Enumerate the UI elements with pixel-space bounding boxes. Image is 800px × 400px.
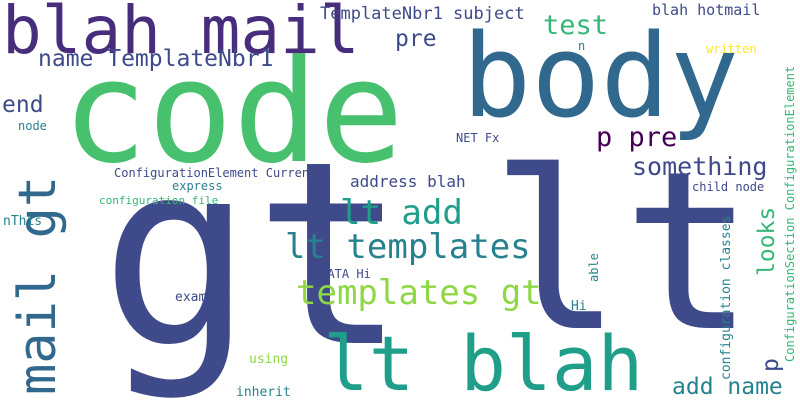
word-pre: pre (395, 26, 437, 52)
word-gt: gt (100, 107, 408, 400)
word-configurationsection-configurationelement: ConfigurationSection ConfigurationElemen… (783, 65, 797, 362)
word-net-fx: NET Fx (456, 131, 500, 145)
word-templates-gt: templates gt (296, 273, 542, 313)
word-hi: Hi (571, 299, 587, 314)
word-name-templatenbr1: name TemplateNbr1 (38, 46, 274, 72)
word-able: able (587, 253, 601, 282)
word-inherit: inherit (236, 385, 291, 400)
word-child-node: child node (692, 180, 765, 194)
word-mail-gt: mail gt (8, 175, 68, 395)
word-nthis: nThis (3, 214, 43, 229)
word-lt-blah: lt blah (323, 319, 644, 400)
word-using: using (249, 352, 289, 367)
word-cdata-hi: CDATA Hi (313, 267, 371, 281)
word-address-blah: address blah (350, 172, 466, 191)
word-example: example (175, 290, 230, 305)
word-lt-add: lt add (340, 193, 463, 233)
word-lt: lt (490, 124, 755, 380)
word-lt-templates: lt templates (285, 227, 531, 267)
word-add-name: add name (672, 374, 783, 400)
word-templatenbr1-subject: TemplateNbr1 subject (320, 4, 525, 24)
word-n: n (578, 39, 586, 53)
word-test: test (543, 10, 609, 41)
word-p: p (758, 358, 784, 372)
word-configuration-file: configuration file (99, 194, 219, 207)
word-blah-mail: blah mail (2, 0, 360, 69)
word-node: node (18, 119, 47, 133)
word-blah-hotmail: blah hotmail (652, 1, 761, 19)
word-configurationelement-currently: ConfigurationElement Currently (114, 166, 331, 180)
word-code: code (62, 30, 404, 195)
word-end: end (2, 92, 44, 118)
word-something: something (632, 152, 768, 181)
word-express: express (172, 179, 223, 193)
word-written: written (706, 42, 757, 56)
word-configuration-classes: configuration classes (719, 215, 734, 380)
word-p-pre: p pre (596, 122, 678, 153)
word-looks: looks (754, 206, 780, 276)
word-body: body (462, 10, 739, 144)
